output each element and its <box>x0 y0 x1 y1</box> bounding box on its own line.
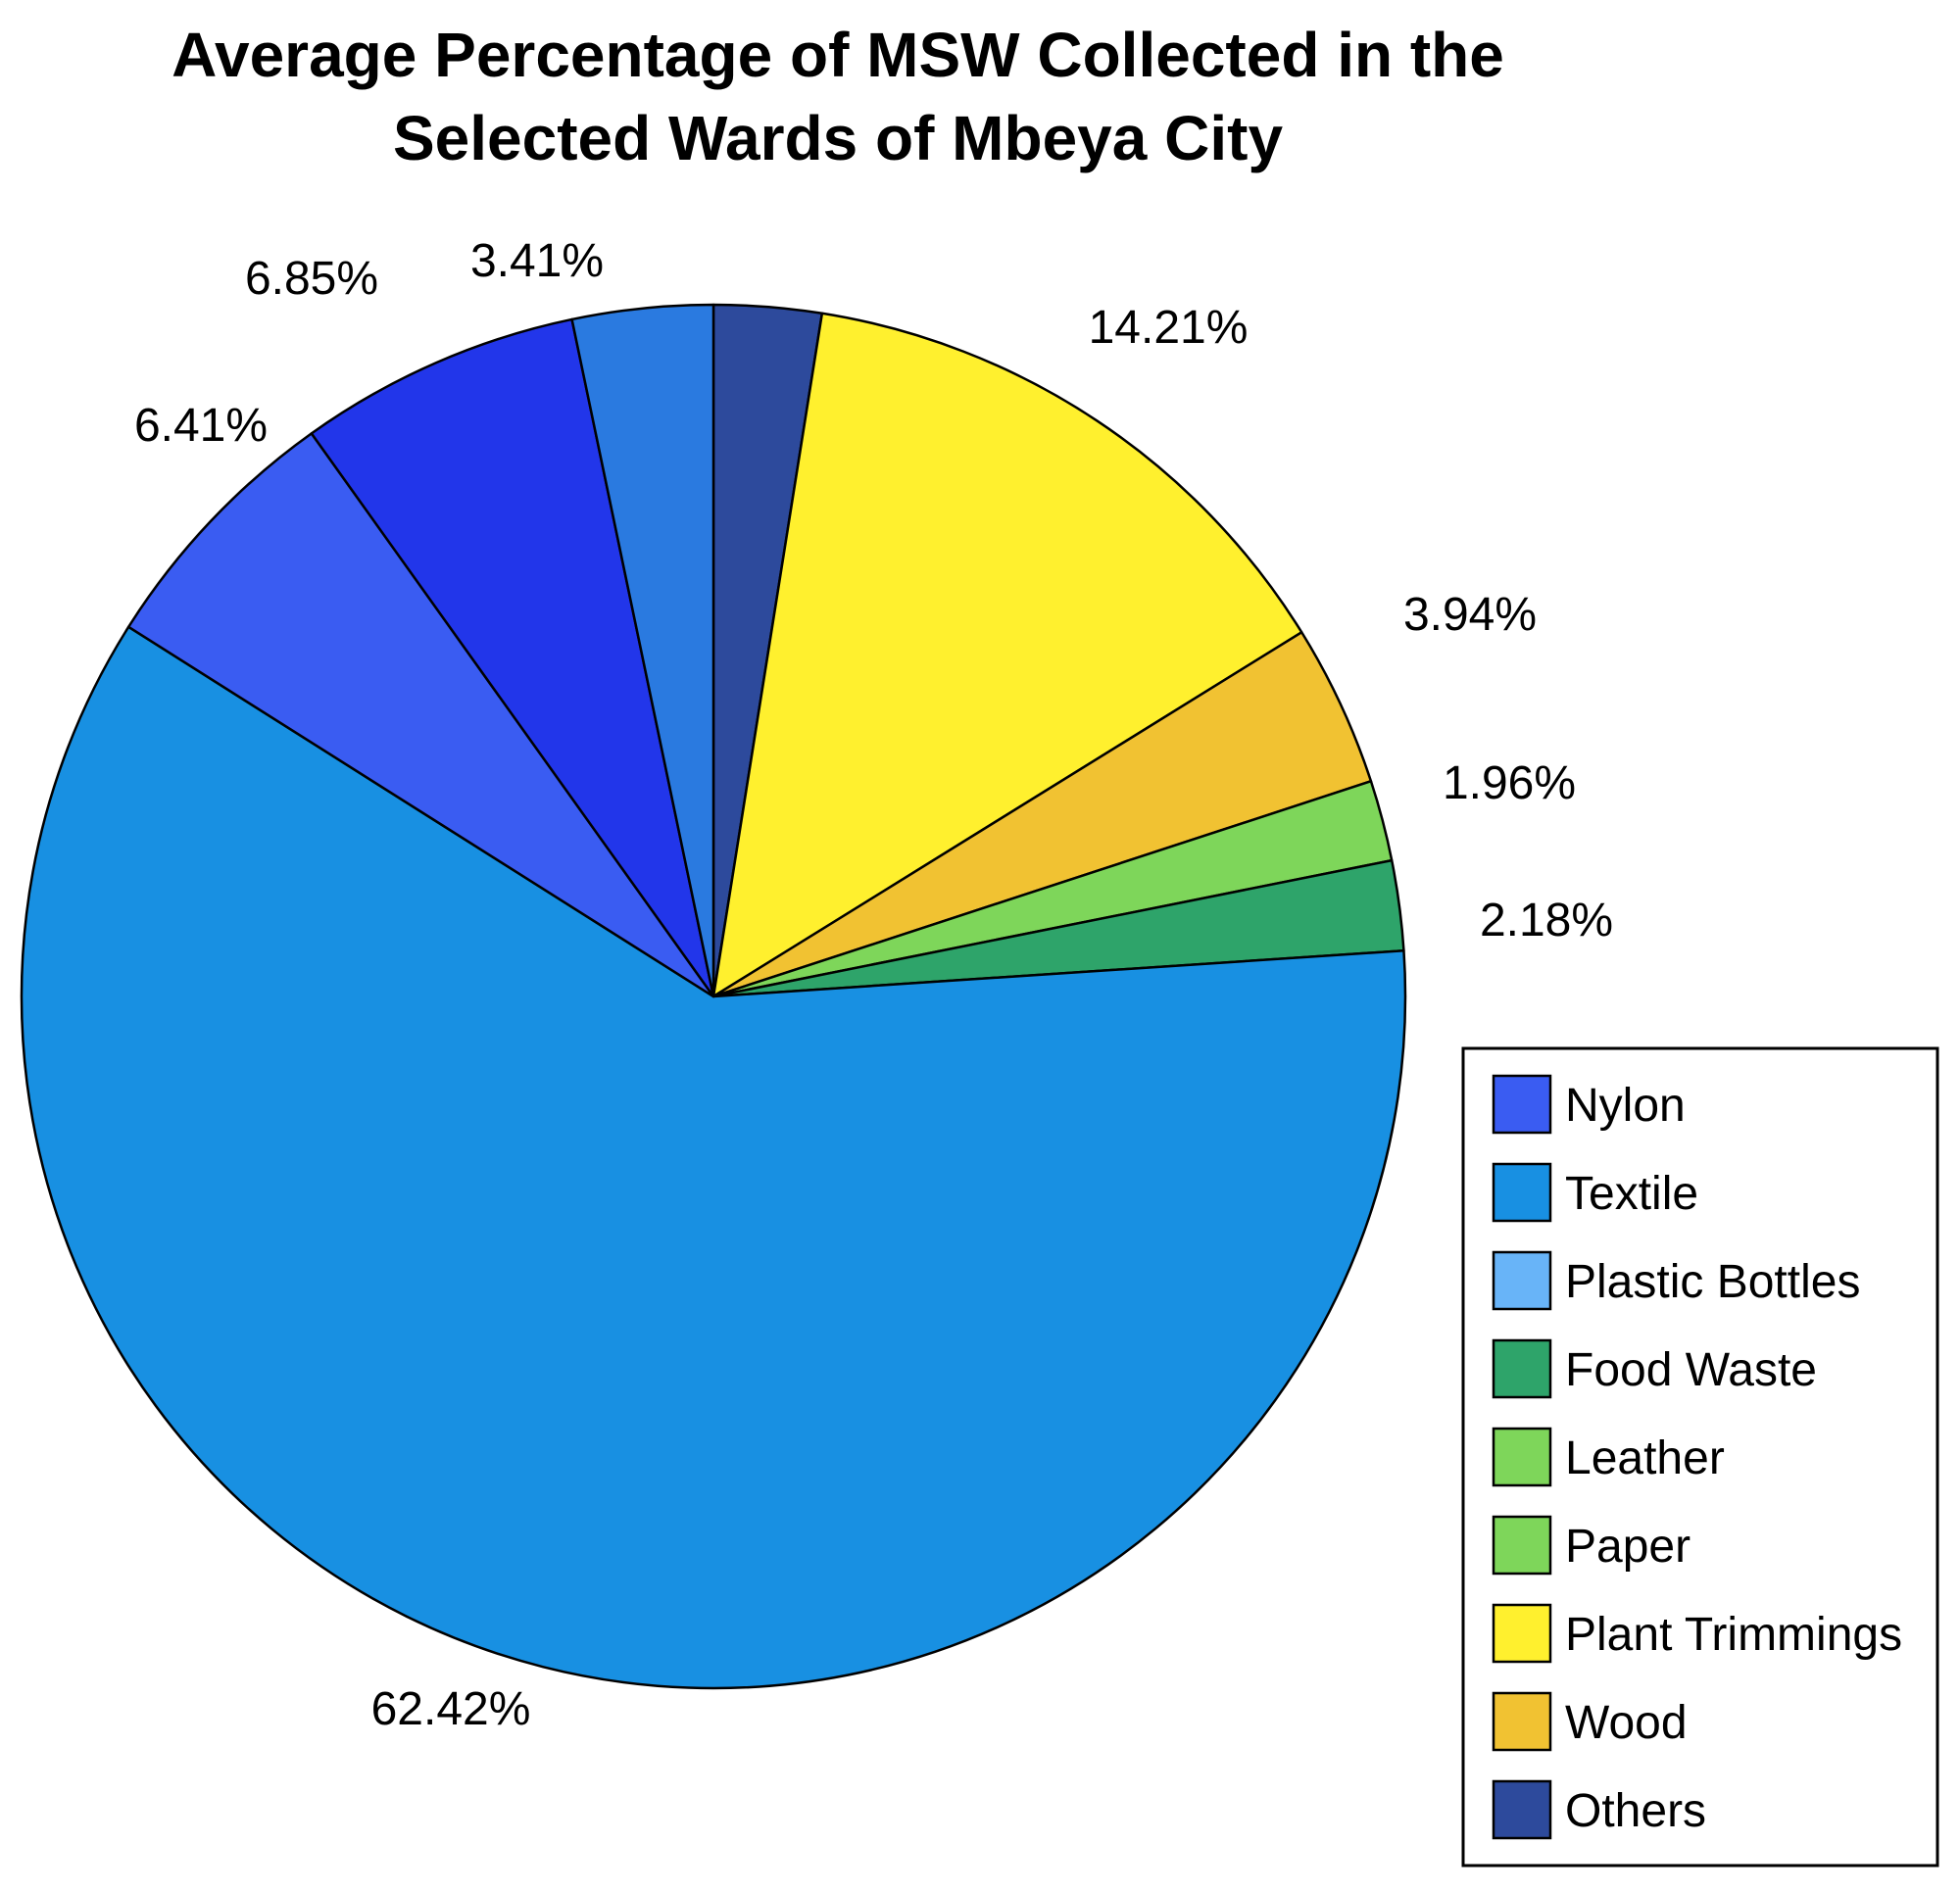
legend-swatch-8 <box>1492 1691 1552 1752</box>
legend-swatch-7 <box>1492 1603 1552 1664</box>
legend-label-5: Leather <box>1565 1432 1725 1484</box>
legend-swatch-4 <box>1492 1338 1552 1399</box>
slice-label-2: 14.21% <box>1089 302 1249 354</box>
slice-label-3: 3.94% <box>1403 589 1537 641</box>
legend-label-8: Wood <box>1565 1697 1688 1749</box>
legend-swatch-1 <box>1492 1074 1552 1135</box>
pie-slice-9 <box>570 303 715 998</box>
legend-label-3: Plastic Bottles <box>1565 1256 1860 1308</box>
legend-label-9: Others <box>1565 1785 1706 1837</box>
slice-label-9: 3.41% <box>470 235 604 287</box>
legend-swatch-2 <box>1492 1162 1552 1223</box>
slice-label-4: 1.96% <box>1443 757 1576 809</box>
chart-title-line-2: Selected Wards of Mbeya City <box>393 103 1284 173</box>
slice-label-6: 62.42% <box>371 1683 531 1735</box>
legend: Nylon Textile Plastic Bottles Food Waste Lea… <box>1461 1046 1939 1868</box>
legend-label-6: Paper <box>1565 1521 1690 1573</box>
legend-label-2: Textile <box>1565 1168 1698 1220</box>
pie-slice-2 <box>711 312 1303 998</box>
legend-swatch-6 <box>1492 1515 1552 1576</box>
slice-labels: 14.21% 3.94% 1.96% 2.18% 62.42% 6.41% 6.85% 3.4… <box>134 235 1613 1735</box>
legend-label-7: Plant Trimmings <box>1565 1609 1902 1661</box>
pie-slices <box>20 303 1407 1690</box>
chart-title-line-1: Average Percentage of MSW Collected in t… <box>172 20 1504 90</box>
legend-swatch-5 <box>1492 1427 1552 1487</box>
legend-label-4: Food Waste <box>1565 1344 1817 1396</box>
pie-slice-6 <box>20 625 1407 1690</box>
pie-slice-8 <box>310 317 715 998</box>
slice-label-8: 6.85% <box>245 253 378 305</box>
legend-swatch-9 <box>1492 1779 1552 1840</box>
legend-swatch-3 <box>1492 1250 1552 1311</box>
legend-label-1: Nylon <box>1565 1080 1686 1132</box>
pie-slice-7 <box>126 432 715 998</box>
slice-label-7: 6.41% <box>134 400 268 452</box>
slice-label-5: 2.18% <box>1480 895 1613 946</box>
